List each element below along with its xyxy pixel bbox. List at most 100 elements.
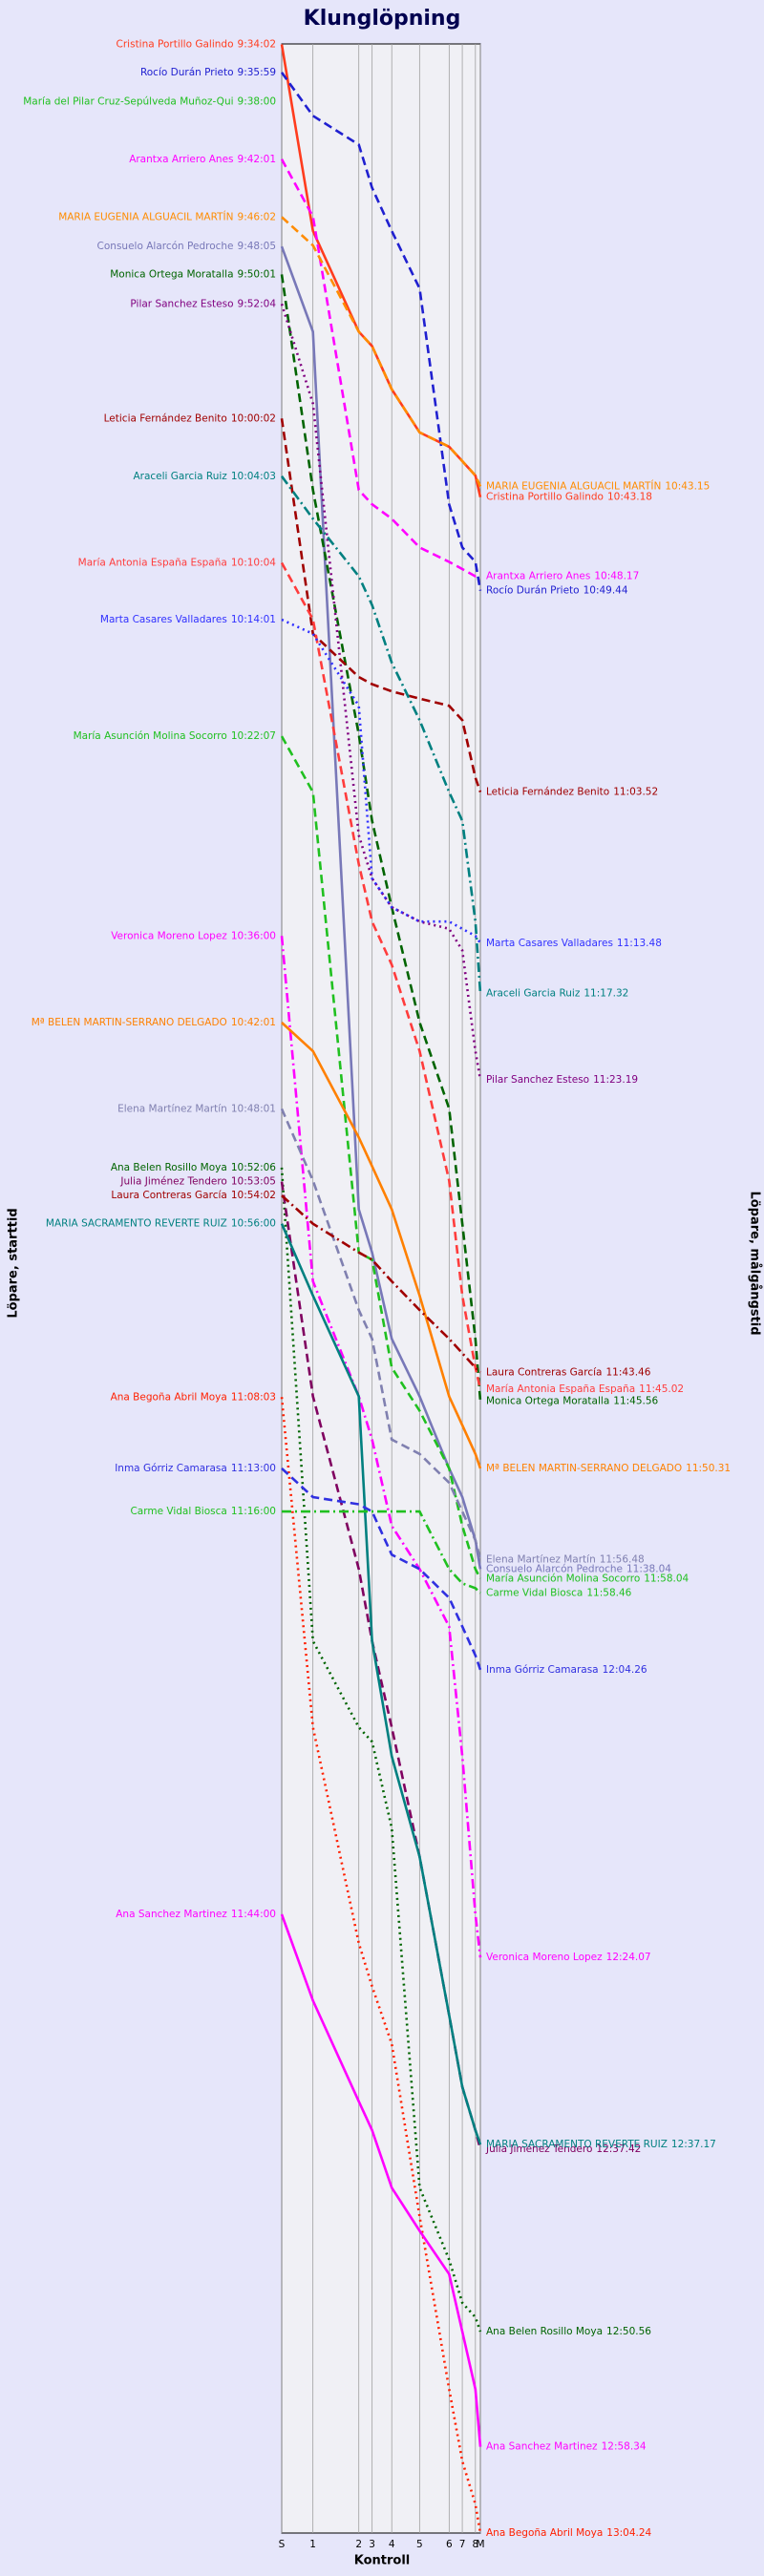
start-label: Veronica Moreno Lopez 10:36:00 (111, 930, 276, 941)
finish-time: 11:58.04 (644, 1573, 689, 1584)
runner-line (280, 1913, 482, 2447)
start-time: 10:36:00 (231, 930, 276, 941)
finish-time: 10:49.44 (584, 585, 628, 597)
runner-name: MARIA EUGENIA ALGUACIL MARTÍN (486, 479, 661, 492)
x-tick-label: 3 (369, 2539, 375, 2550)
runner-name: Inma Górriz Camarasa (115, 1463, 227, 1474)
start-label: María del Pilar Cruz-Sepúlveda Muñoz-Qui… (23, 95, 276, 107)
finish-time: 10:43.15 (665, 480, 710, 492)
runner-name: Elena Martínez Martín (486, 1553, 596, 1565)
runner-line (280, 303, 482, 1081)
start-label: Elena Martínez Martín 10:48:01 (117, 1103, 276, 1114)
runner-name: MARIA EUGENIA ALGUACIL MARTÍN (58, 210, 233, 222)
runner-line (280, 72, 482, 591)
runner-name: Carme Vidal Biosca (130, 1506, 226, 1517)
start-time: 9:46:02 (238, 211, 276, 222)
start-time: 10:52:06 (231, 1162, 276, 1173)
runner-line (280, 561, 482, 1390)
runner-name: María Antonia España España (78, 558, 227, 569)
runner-name: Julia Jiménez Tendero (119, 1176, 226, 1188)
start-time: 11:16:00 (231, 1506, 276, 1517)
runner-name: Marta Casares Valladares (100, 614, 227, 625)
runner-name: Ana Sanchez Martinez (116, 1909, 227, 1920)
runner-name: Inma Górriz Camarasa (486, 1664, 599, 1676)
start-label: Pilar Sanchez Esteso 9:52:04 (130, 298, 276, 309)
start-label: Carme Vidal Biosca 11:16:00 (130, 1506, 276, 1517)
finish-label: Arantxa Arriero Anes 10:48.17 (486, 571, 639, 582)
runner-name: Ana Belen Rosillo Moya (111, 1162, 227, 1173)
start-time: 11:44:00 (231, 1909, 276, 1920)
runner-name: Julia Jiménez Tendero (485, 2143, 592, 2155)
finish-label: Monica Ortega Moratalla 11:45.56 (486, 1396, 659, 1407)
finish-label: Araceli Garcia Ruiz 11:17.32 (486, 988, 628, 1000)
start-label: Cristina Portillo Galindo 9:34:02 (117, 39, 276, 51)
runner-name: Veronica Moreno Lopez (111, 930, 227, 941)
runner-name: Pilar Sanchez Esteso (486, 1074, 589, 1086)
runner-name: Arantxa Arriero Anes (486, 571, 590, 582)
start-time: 10:48:01 (231, 1103, 276, 1114)
start-time: 9:42:01 (238, 154, 276, 165)
start-time: 10:53:05 (231, 1176, 276, 1188)
start-time: 10:54:02 (231, 1190, 276, 1201)
runner-name: Rocío Durán Prieto (486, 585, 580, 597)
runner-name: Consuelo Alarcón Pedroche (97, 241, 234, 252)
finish-label: Rocío Durán Prieto 10:49.44 (486, 585, 628, 597)
runner-name: Arantxa Arriero Anes (129, 154, 233, 165)
finish-time: 12:24.07 (606, 1952, 651, 1963)
start-time: 9:34:02 (238, 39, 276, 51)
start-time: 10:42:01 (231, 1017, 276, 1028)
start-label: María Asunción Molina Socorro 10:22:07 (74, 730, 276, 742)
finish-label: Carme Vidal Biosca 11:58.46 (486, 1587, 632, 1598)
start-time: 10:22:07 (231, 730, 276, 742)
finish-label: Ana Sanchez Martinez 12:58.34 (486, 2441, 647, 2453)
start-label: Ana Belen Rosillo Moya 10:52:06 (111, 1162, 276, 1173)
runner-name: Carme Vidal Biosca (486, 1587, 583, 1598)
runner-name: Cristina Portillo Galindo (486, 492, 604, 503)
finish-label: María Asunción Molina Socorro 11:58.04 (486, 1573, 690, 1584)
start-time: 9:52:04 (238, 298, 277, 309)
runner-name: Araceli Garcia Ruiz (486, 988, 581, 1000)
start-time: 9:35:59 (238, 67, 276, 78)
finish-label: MARIA SACRAMENTO REVERTE RUIZ 12:37.17 (486, 2139, 716, 2150)
finish-label: Laura Contreras García 11:43.46 (486, 1366, 651, 1378)
runner-line (280, 1181, 482, 2150)
start-label: Rocío Durán Prieto 9:35:59 (140, 67, 276, 78)
runner-name: MARIA SACRAMENTO REVERTE RUIZ (46, 1218, 227, 1230)
finish-time: 10:43.18 (607, 492, 652, 503)
runner-name: Leticia Fernández Benito (486, 787, 609, 798)
runner-line (280, 158, 480, 578)
start-label: Ana Sanchez Martinez 11:44:00 (116, 1909, 276, 1920)
start-label: Marta Casares Valladares 10:14:01 (100, 614, 276, 625)
x-tick-label: 8 (472, 2539, 478, 2550)
finish-time: 11:23.19 (593, 1074, 638, 1086)
runner-name: Araceli Garcia Ruiz (133, 471, 227, 482)
finish-label: Julia Jiménez Tendero 12:37.42 (485, 2143, 641, 2155)
runner-line (281, 1467, 482, 1671)
finish-label: Ana Begoña Abril Moya 13:04.24 (486, 2527, 652, 2539)
runner-name: Laura Contreras García (111, 1190, 226, 1201)
runner-name: Leticia Fernández Benito (104, 412, 227, 424)
finish-time: 12:50.56 (606, 2326, 651, 2337)
runner-name: Cristina Portillo Galindo (117, 39, 234, 51)
runner-line (280, 418, 482, 793)
runner-line (281, 1022, 482, 1469)
runner-line (282, 1510, 481, 1594)
finish-label: Mª BELEN MARTIN-SERRANO DELGADO 11:50.31 (486, 1463, 731, 1474)
start-label: Ana Begoña Abril Moya 11:08:03 (111, 1391, 276, 1403)
start-label: Arantxa Arriero Anes 9:42:01 (129, 154, 276, 165)
runner-name: Pilar Sanchez Esteso (130, 298, 233, 309)
finish-time: 11:45.56 (613, 1396, 658, 1407)
runner-name: Monica Ortega Moratalla (486, 1396, 609, 1407)
finish-label: Pilar Sanchez Esteso 11:23.19 (486, 1074, 638, 1086)
runner-line (280, 245, 482, 1570)
runner-name: Ana Begoña Abril Moya (111, 1391, 227, 1403)
finish-label: Ana Belen Rosillo Moya 12:50.56 (486, 2326, 651, 2337)
finish-label: Veronica Moreno Lopez 12:24.07 (486, 1952, 651, 1963)
finish-time: 10:48.17 (594, 571, 639, 582)
start-label: Laura Contreras García 10:54:02 (111, 1190, 276, 1201)
start-label: Leticia Fernández Benito 10:00:02 (104, 412, 276, 424)
start-time: 9:48:05 (238, 241, 276, 252)
finish-time: 11:56.48 (600, 1553, 645, 1565)
